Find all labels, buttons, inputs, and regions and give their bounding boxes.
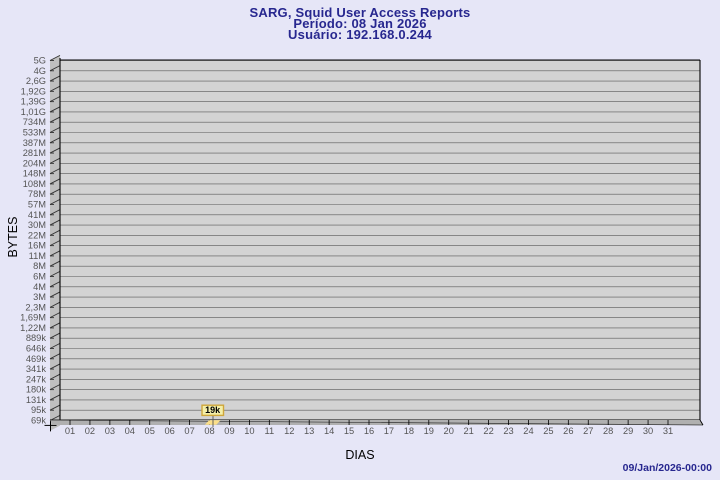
svg-text:03: 03 (105, 426, 115, 436)
svg-text:180k: 180k (26, 385, 47, 395)
svg-text:06: 06 (164, 426, 174, 436)
svg-text:18: 18 (404, 426, 414, 436)
svg-text:2,6G: 2,6G (26, 76, 46, 86)
svg-text:148M: 148M (23, 169, 46, 179)
svg-text:16: 16 (364, 426, 374, 436)
svg-text:02: 02 (85, 426, 95, 436)
svg-text:204M: 204M (23, 158, 46, 168)
svg-text:3M: 3M (33, 292, 46, 302)
svg-text:12: 12 (284, 426, 294, 436)
svg-text:78M: 78M (28, 189, 46, 199)
svg-text:533M: 533M (23, 128, 46, 138)
svg-text:20: 20 (444, 426, 454, 436)
svg-text:05: 05 (145, 426, 155, 436)
svg-text:30M: 30M (28, 220, 46, 230)
svg-text:1,92G: 1,92G (21, 86, 46, 96)
svg-text:13: 13 (304, 426, 314, 436)
svg-text:69k: 69k (31, 416, 46, 426)
svg-text:469k: 469k (26, 354, 47, 364)
svg-text:108M: 108M (23, 179, 46, 189)
svg-text:57M: 57M (28, 200, 46, 210)
svg-text:8M: 8M (33, 261, 46, 271)
svg-text:41M: 41M (28, 210, 46, 220)
svg-text:01: 01 (65, 426, 75, 436)
svg-text:341k: 341k (26, 364, 47, 374)
svg-text:15: 15 (344, 426, 354, 436)
svg-text:6M: 6M (33, 272, 46, 282)
svg-text:26: 26 (563, 426, 573, 436)
svg-text:04: 04 (125, 426, 135, 436)
svg-text:1,69M: 1,69M (20, 313, 46, 323)
svg-text:28: 28 (603, 426, 613, 436)
svg-text:19k: 19k (205, 405, 221, 415)
svg-text:25: 25 (543, 426, 553, 436)
svg-text:2,3M: 2,3M (25, 302, 46, 312)
svg-text:4M: 4M (33, 282, 46, 292)
svg-text:5G: 5G (34, 56, 46, 66)
svg-text:387M: 387M (23, 138, 46, 148)
svg-text:09: 09 (224, 426, 234, 436)
svg-text:08: 08 (204, 426, 214, 436)
svg-text:11M: 11M (29, 251, 46, 261)
svg-text:30: 30 (643, 426, 653, 436)
svg-text:23: 23 (503, 426, 513, 436)
svg-text:889k: 889k (26, 333, 47, 343)
svg-text:24: 24 (523, 426, 533, 436)
svg-text:11: 11 (265, 426, 275, 436)
svg-text:29: 29 (623, 426, 633, 436)
svg-text:1,39G: 1,39G (21, 97, 46, 107)
svg-text:17: 17 (384, 426, 394, 436)
svg-text:1,01G: 1,01G (21, 107, 46, 117)
svg-text:734M: 734M (23, 117, 46, 127)
svg-text:07: 07 (184, 426, 194, 436)
svg-text:646k: 646k (26, 344, 47, 354)
svg-text:22M: 22M (28, 230, 46, 240)
svg-text:21: 21 (463, 426, 473, 436)
svg-text:27: 27 (583, 426, 593, 436)
svg-text:14: 14 (324, 426, 334, 436)
svg-text:10: 10 (244, 426, 254, 436)
svg-text:95k: 95k (31, 405, 46, 415)
svg-text:16M: 16M (28, 241, 46, 251)
svg-text:19: 19 (424, 426, 434, 436)
svg-text:247k: 247k (26, 374, 47, 384)
svg-text:1,22M: 1,22M (20, 323, 46, 333)
svg-text:22: 22 (483, 426, 493, 436)
svg-text:281M: 281M (23, 148, 46, 158)
svg-text:131k: 131k (26, 395, 47, 405)
svg-text:4G: 4G (34, 66, 46, 76)
svg-text:31: 31 (663, 426, 673, 436)
